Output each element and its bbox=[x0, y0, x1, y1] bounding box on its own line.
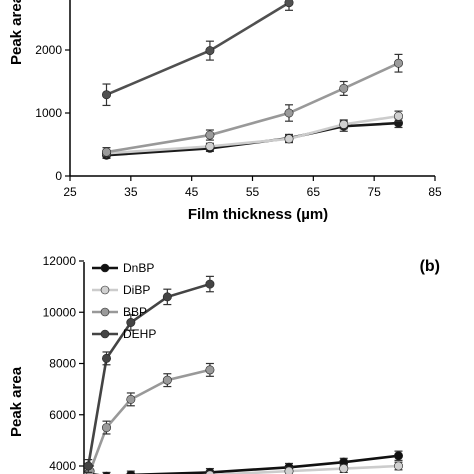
chart-a-x-tick-label: 65 bbox=[307, 185, 321, 199]
chart-b-panel-label: (b) bbox=[420, 258, 440, 275]
chart-b-series-0-point bbox=[393, 451, 403, 461]
chart-b-series-2-point bbox=[205, 365, 215, 375]
chart-b-series-3-point bbox=[205, 279, 215, 289]
chart-a-series-3-line bbox=[105, 1, 290, 96]
chart-b-y-axis-title: Peak area bbox=[8, 366, 25, 437]
chart-b-y-tick-label: 6000 bbox=[49, 408, 76, 422]
chart-a-x-tick-label: 75 bbox=[367, 185, 381, 199]
chart-a-x-axis-title: Film thickness (µm) bbox=[188, 206, 328, 223]
chart-b-series-2-point bbox=[162, 375, 172, 385]
chart-a-y-axis-title: Peak area bbox=[8, 0, 25, 65]
chart-a-y-tick-label: 1000 bbox=[35, 106, 62, 120]
chart-b-series-3-point bbox=[83, 461, 93, 471]
legend-swatch-marker bbox=[100, 263, 110, 273]
chart-a-x-tick-label: 55 bbox=[246, 185, 260, 199]
chart-a-series-3-point bbox=[284, 0, 294, 8]
legend-swatch-marker bbox=[100, 329, 110, 339]
chart-b-series-3-point bbox=[162, 292, 172, 302]
chart-a-y-tick-label: 2000 bbox=[35, 43, 62, 57]
chart-b-series-1-point bbox=[284, 466, 294, 474]
legend-label: DEHP bbox=[123, 327, 156, 341]
chart-a-series-2-point bbox=[284, 108, 294, 118]
legend-swatch-marker bbox=[100, 307, 110, 317]
chart-b-series-1-point bbox=[339, 464, 349, 474]
chart-a-series-3-point bbox=[102, 90, 112, 100]
chart-b-series-0-point bbox=[126, 470, 136, 474]
chart-b: 4000 6000 8000 10000 12000 Peak area (b) DnB… bbox=[8, 254, 440, 474]
legend-label: BBP bbox=[123, 305, 147, 319]
chart-b-series-2-point bbox=[126, 394, 136, 404]
legend-swatch-marker bbox=[100, 285, 110, 295]
chart-a-series-1-point bbox=[205, 141, 215, 151]
chart-a-series-2-point bbox=[205, 130, 215, 140]
chart-b-series-1-point bbox=[393, 461, 403, 471]
chart-b-series-2-point bbox=[102, 423, 112, 433]
chart-a-y-tick-label: 0 bbox=[55, 169, 62, 183]
chart-b-series-3-point bbox=[102, 353, 112, 363]
legend-label: DiBP bbox=[123, 283, 150, 297]
chart-b-series-1-point bbox=[205, 470, 215, 474]
chart-a-series-2-point bbox=[339, 83, 349, 93]
chart-a-series-3-point bbox=[205, 46, 215, 56]
chart-b-series-3-point bbox=[126, 317, 136, 327]
chart-a: 0 1000 2000 25 35 45 55 65 75 85 Peak area Film … bbox=[8, 0, 442, 223]
chart-b-y-tick-label: 4000 bbox=[49, 459, 76, 473]
chart-b-y-tick-label: 12000 bbox=[43, 254, 77, 268]
chart-b-legend: DnBP DiBP BBP DEHP bbox=[92, 261, 156, 341]
chart-a-x-tick-label: 85 bbox=[428, 185, 442, 199]
chart-a-series-1-point bbox=[339, 119, 349, 129]
chart-b-y-tick-label: 10000 bbox=[43, 305, 77, 319]
chart-a-x-tick-label: 45 bbox=[185, 185, 199, 199]
chart-b-y-tick-label: 8000 bbox=[49, 357, 76, 371]
chart-a-x-tick-label: 25 bbox=[63, 185, 77, 199]
chart-a-x-tick-label: 35 bbox=[124, 185, 138, 199]
chart-a-series-2-point bbox=[393, 58, 403, 68]
legend-label: DnBP bbox=[123, 261, 154, 275]
chart-a-series-2-point bbox=[102, 147, 112, 157]
chart-a-series-1-point bbox=[393, 111, 403, 121]
chart-a-series-1-point bbox=[284, 134, 294, 144]
chart-a-series-1-line bbox=[106, 114, 399, 155]
